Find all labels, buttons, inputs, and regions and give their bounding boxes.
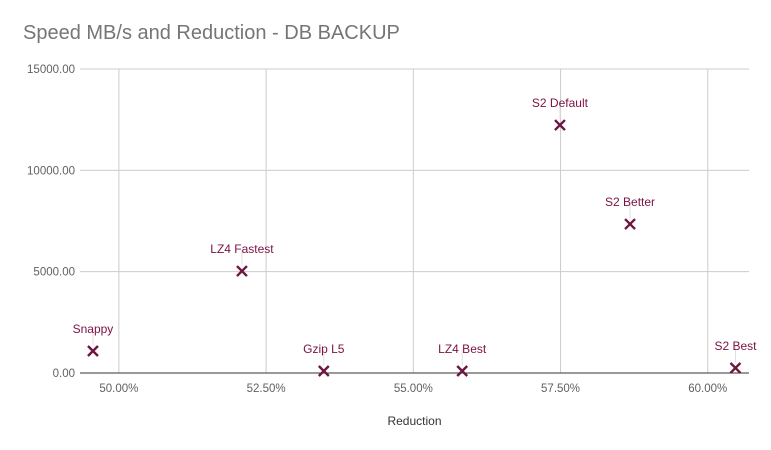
x-tick-label: 52.50% — [247, 383, 286, 395]
x-tick-label: 60.00% — [688, 383, 727, 395]
data-point-marker — [624, 218, 636, 230]
x-tick-label: 57.50% — [541, 383, 580, 395]
data-point-marker — [236, 265, 248, 277]
y-tick-label: 15000.00 — [27, 64, 75, 76]
data-point-marker — [554, 119, 566, 131]
data-point-marker — [456, 365, 469, 377]
data-label: LZ4 Best — [438, 342, 487, 356]
y-tick-label: 10000.00 — [27, 165, 75, 177]
data-label: S2 Default — [532, 96, 589, 110]
data-point-marker — [87, 345, 99, 357]
y-tick-label: 5000.00 — [33, 267, 75, 279]
x-tick-label: 55.00% — [394, 383, 433, 395]
data-label: Gzip L5 — [303, 342, 345, 356]
data-label: S2 Better — [605, 195, 655, 209]
x-axis-title: Reduction — [387, 414, 441, 428]
y-tick-label: 0.00 — [53, 368, 75, 380]
data-point-marker — [317, 365, 330, 377]
data-label: LZ4 Fastest — [210, 242, 274, 256]
data-point-marker — [729, 362, 742, 374]
data-label: S2 Best — [714, 339, 757, 353]
x-tick-label: 50.00% — [99, 383, 138, 395]
data-label: Snappy — [73, 322, 114, 336]
chart-title: Speed MB/s and Reduction - DB BACKUP — [23, 22, 400, 44]
